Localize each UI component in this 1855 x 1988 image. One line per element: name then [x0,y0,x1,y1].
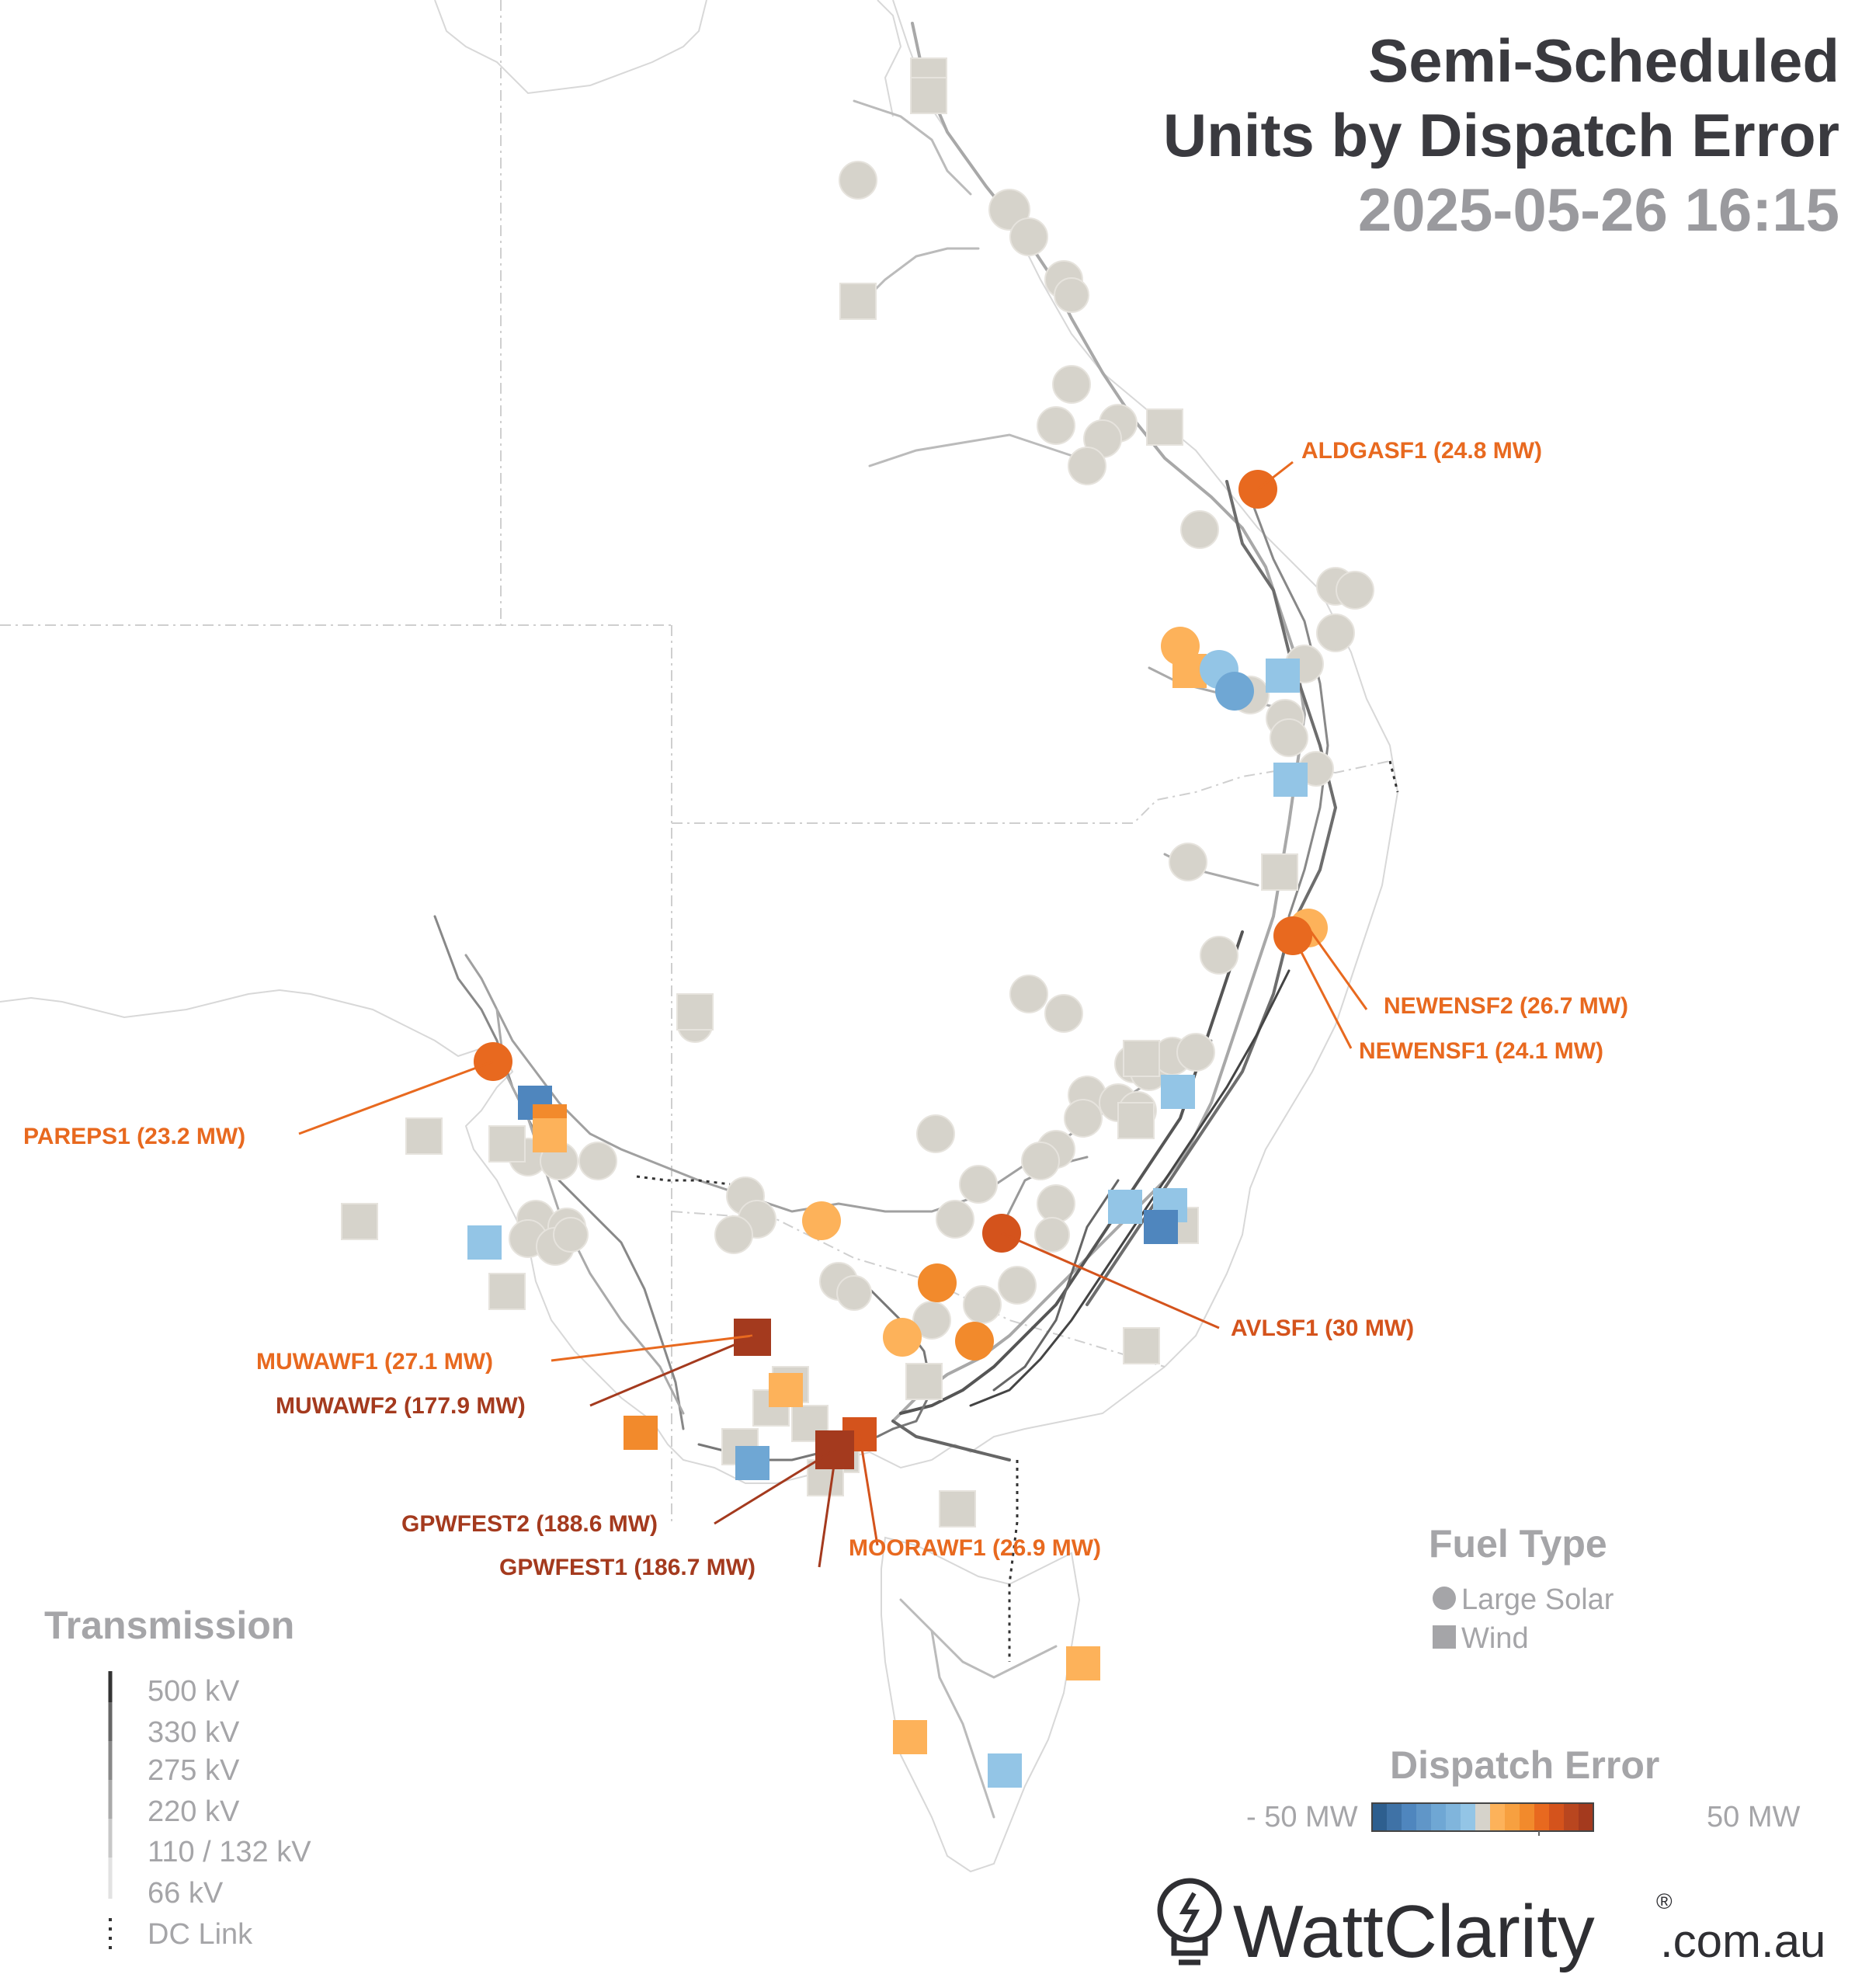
transmission-title: Transmission [44,1604,294,1647]
wind-unit-marker[interactable] [1266,659,1300,693]
error-scale-swatch [1372,1803,1387,1831]
solar-unit-marker[interactable] [955,1322,994,1361]
title-line-1: Semi-Scheduled [1368,26,1839,95]
transmission-legend: Transmission 500 kV 330 kV 275 kV 220 kV… [44,1604,311,1951]
error-scale-swatch [1475,1803,1490,1831]
error-scale-border [1371,1802,1594,1832]
brand-registered: ® [1656,1889,1673,1913]
label-pareps1: PAREPS1 (23.2 MW) [23,1124,245,1149]
fuel-item-wind: Wind [1461,1622,1529,1655]
label-gpwfest1: GPWFEST1 (186.7 MW) [499,1555,756,1580]
wind-unit-marker[interactable] [533,1118,567,1152]
transmission-110-132kv: 110 / 132 kV [148,1836,311,1868]
map-title: Semi-Scheduled Units by Dispatch Error 2… [1163,23,1839,247]
solar-unit-marker[interactable] [883,1318,922,1357]
brand-name: WattClarity [1233,1890,1595,1973]
label-gpwfest2: GPWFEST2 (188.6 MW) [401,1511,658,1537]
circle-icon [1433,1587,1456,1610]
wind-unit-marker[interactable] [1273,763,1308,797]
error-scale-swatch [1387,1803,1402,1831]
wind-unit-marker[interactable] [769,1373,803,1407]
transmission-330kv: 330 kV [148,1716,240,1749]
error-max-label: 50 MW [1707,1801,1800,1833]
leader-lines [298,461,1368,1568]
solar-unit-marker[interactable] [1215,672,1254,711]
label-moorawf1: MOORAWF1 (26.9 MW) [849,1535,1101,1561]
brand-logo: WattClarity ® .com.au [1157,1878,1825,1973]
transmission-275kv: 275 kV [148,1754,240,1787]
error-scale-swatch [1505,1803,1520,1831]
error-scale-swatch [1564,1803,1579,1831]
error-scale-swatch [1579,1803,1593,1831]
error-scale-swatch [1446,1803,1461,1831]
wind-unit-marker[interactable] [1161,1075,1195,1109]
error-scale-swatch [1549,1803,1564,1831]
coastline [0,0,1399,1873]
dispatch-error-legend: Dispatch Error - 50 MW 50 MW [1246,1743,1800,1836]
transmission-500kv: 500 kV [148,1675,240,1708]
neutral-solar-farms [509,161,1374,1340]
error-scale-swatch [1416,1803,1431,1831]
wind-unit-marker[interactable] [1144,1210,1178,1244]
dispatch-error-title: Dispatch Error [1390,1743,1659,1787]
fuel-item-large-solar: Large Solar [1461,1583,1614,1616]
wind-unit-marker[interactable] [467,1225,502,1260]
label-muwawf1: MUWAWF1 (27.1 MW) [256,1349,493,1375]
label-avlsf1: AVLSF1 (30 MW) [1231,1315,1414,1341]
title-timestamp: 2025-05-26 16:15 [1357,176,1839,244]
error-scale-swatch [1431,1803,1446,1831]
solar-unit-marker[interactable] [918,1263,957,1302]
colored-units [467,470,1328,1788]
error-color-scale [1371,1802,1594,1832]
wind-unit-marker[interactable] [735,1446,769,1480]
brand-suffix: .com.au [1660,1915,1825,1967]
wind-unit-marker[interactable] [893,1720,927,1754]
transmission-66kv: 66 kV [148,1877,224,1910]
dc-links [636,760,1399,1662]
error-min-label: - 50 MW [1246,1801,1358,1833]
transmission-220kv: 220 kV [148,1795,240,1828]
fuel-type-legend: Fuel Type Large Solar Wind [1429,1522,1614,1655]
error-scale-swatch [1402,1803,1416,1831]
label-newensf2: NEWENSF2 (26.7 MW) [1384,993,1628,1019]
error-scale-swatch [1461,1803,1475,1831]
wind-unit-marker[interactable] [1108,1190,1142,1224]
square-icon [1433,1625,1456,1649]
label-muwawf2: MUWAWF2 (177.9 MW) [276,1393,526,1419]
error-scale-swatch [1520,1803,1534,1831]
solar-unit-marker[interactable] [802,1201,841,1240]
neutral-wind-farms [341,57,1298,1527]
wind-unit-marker[interactable] [988,1753,1022,1788]
wind-unit-marker[interactable] [624,1416,658,1450]
fuel-type-title: Fuel Type [1429,1522,1607,1566]
lightbulb-icon [1157,1878,1222,1965]
label-newensf1: NEWENSF1 (24.1 MW) [1359,1038,1603,1064]
wind-unit-marker[interactable] [1066,1646,1100,1680]
title-line-2: Units by Dispatch Error [1162,101,1839,169]
error-scale-swatch [1490,1803,1505,1831]
label-aldgasf1: ALDGASF1 (24.8 MW) [1301,438,1542,464]
error-scale-swatch [1534,1803,1549,1831]
transmission-dc-link: DC Link [148,1918,253,1951]
